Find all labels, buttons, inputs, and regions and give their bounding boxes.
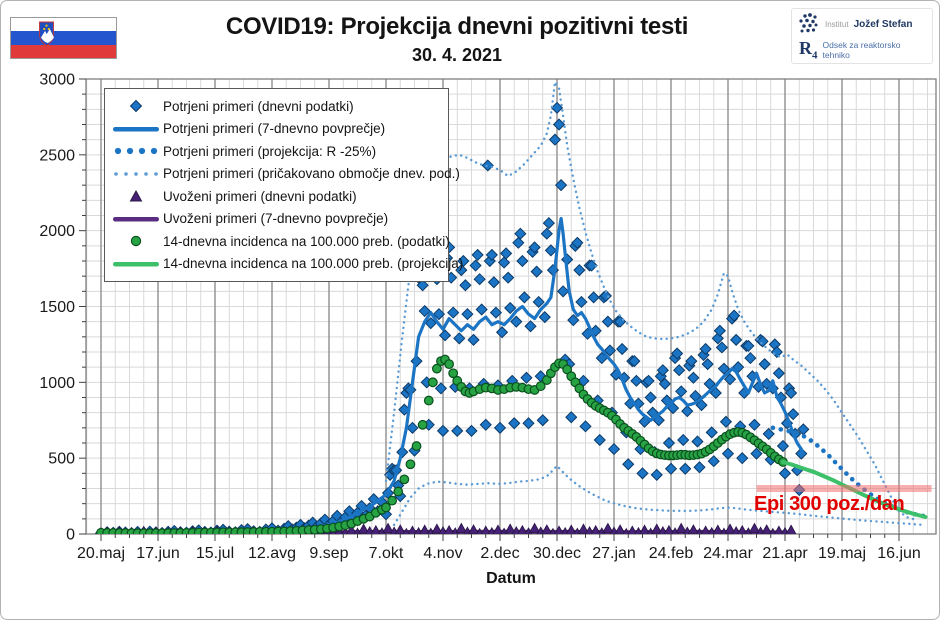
diamond-marker-icon [109, 99, 163, 113]
expected-range-lower-line [392, 464, 925, 527]
legend-item-confirmed-projection: Potrjeni primeri (projekcija: R -25%) [109, 140, 440, 163]
institute-prefix-label: Institut [825, 19, 849, 29]
legend-item-expected-range: Potrjeni primeri (pričakovano območje dn… [109, 163, 460, 186]
legend-item-confirmed-avg: Potrjeni primeri (7-dnevno povprečje) [109, 118, 440, 141]
confirmed-avg7-line [100, 216, 805, 534]
expected-range-upper-line [384, 79, 917, 521]
x-axis-tick-label: 24.mar [703, 545, 753, 562]
x-axis-title: Datum [486, 570, 536, 587]
institute-logo: Institut Jožef Stefan R4 Odsek za reakto… [791, 8, 933, 64]
axis-ticks [79, 78, 900, 541]
thin-dots-marker-icon [109, 167, 163, 181]
blue-line-marker-icon [109, 122, 163, 136]
x-axis-tick-label: 27.jan [592, 545, 636, 562]
slovenia-flag-icon [10, 17, 117, 59]
x-axis-tick-label: 7.okt [369, 545, 404, 562]
thick-dots-marker-icon [109, 144, 163, 158]
y-axis-tick-label: 3000 [39, 72, 75, 89]
legend-item-imported-avg: Uvoženi primeri (7-dnevno povprečje) [109, 208, 440, 231]
y-axis-tick-label: 1500 [39, 299, 75, 316]
x-axis-tick-label: 16.jun [877, 545, 921, 562]
y-axis-tick-label: 2500 [39, 147, 75, 164]
y-axis-tick-label: 0 [66, 527, 75, 544]
legend-item-imported-daily: Uvoženi primeri (dnevni podatki) [109, 185, 440, 208]
x-axis-tick-label: 30.dec [533, 545, 581, 562]
x-axis-tick-label: 17.jun [136, 545, 180, 562]
chart-subtitle: 30. 4. 2021 [411, 45, 503, 65]
series-layer [94, 79, 932, 534]
x-axis-tick-label: 4.nov [423, 545, 462, 562]
legend-item-confirmed-daily: Potrjeni primeri (dnevni podatki) [109, 95, 440, 118]
x-axis-tick-label: 2.dec [480, 545, 519, 562]
green-circle-marker-icon [109, 234, 163, 248]
x-axis-tick-label: 19.maj [818, 545, 866, 562]
x-axis-tick-label: 21.apr [762, 545, 808, 562]
y-axis-tick-label: 1000 [39, 375, 75, 392]
incidence-data-series [96, 354, 788, 534]
x-axis-tick-label: 12.avg [248, 545, 296, 562]
epi-threshold-label: Epi 300 poz./dan [754, 493, 905, 515]
purple-line-marker-icon [109, 212, 163, 226]
y-axis-tick-label: 500 [48, 451, 75, 468]
institute-name-label: Jožef Stefan [853, 18, 913, 30]
r4-logo-icon: R4 [799, 37, 818, 62]
legend-item-incidence-projection: 14-dnevna incidenca na 100.000 preb. (pr… [109, 253, 463, 276]
ijs-logo-icon [799, 13, 818, 33]
slovenia-coat-of-arms-icon [39, 21, 54, 47]
x-axis-tick-label: 24.feb [649, 545, 694, 562]
x-axis-tick-label: 9.sep [309, 545, 348, 562]
green-line-marker-icon [109, 257, 163, 271]
chart-title: COVID19: Projekcija dnevni pozitivni tes… [225, 13, 689, 40]
chart-legend: Potrjeni primeri (dnevni podatki) Potrje… [104, 88, 463, 282]
epi-threshold-band [756, 485, 932, 492]
x-axis-tick-label: 20.maj [77, 545, 125, 562]
y-axis-tick-label: 2000 [39, 223, 75, 240]
triangle-marker-icon [109, 189, 163, 203]
legend-item-incidence-data: 14-dnevna incidenca na 100.000 preb. (po… [109, 230, 450, 253]
x-axis-tick-label: 15.jul [196, 545, 234, 562]
department-label: Odsek za reaktorsko tehniko [822, 40, 901, 60]
